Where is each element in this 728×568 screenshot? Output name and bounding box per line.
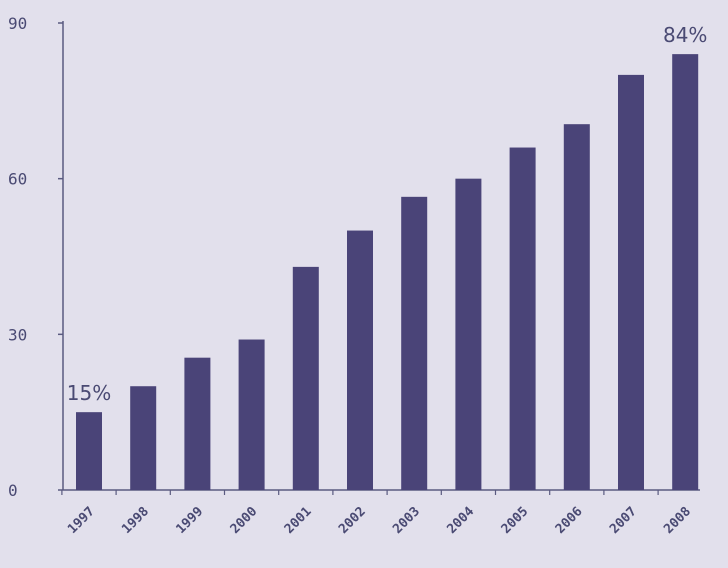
x-tick-label-1999: 1999	[173, 504, 206, 537]
bar-2002	[347, 230, 373, 491]
bar-2008	[672, 54, 699, 491]
x-tick-label-1997: 1997	[65, 504, 98, 537]
data-label-2008: 84%	[663, 23, 707, 47]
y-tick-label: 90	[8, 14, 27, 33]
x-tick-label-2008: 2008	[661, 504, 694, 537]
y-tick-label: 60	[8, 170, 27, 189]
data-label-1997: 15%	[67, 381, 111, 405]
bar-2000	[238, 339, 265, 490]
bar-2001	[292, 266, 319, 490]
bar-2007	[618, 74, 644, 490]
bar-2004	[455, 178, 482, 490]
bar-2003	[401, 196, 428, 491]
bar-1997	[76, 412, 102, 490]
y-tick-label: 0	[8, 481, 18, 500]
x-tick-label-2004: 2004	[444, 504, 477, 537]
x-tick-label-2007: 2007	[607, 504, 640, 537]
x-tick-label-2003: 2003	[390, 504, 423, 537]
bar-2005	[509, 147, 536, 491]
x-axis-ticks: 1997 1998 1999 2000 2001 2002 2003 2004 2005 2006…	[61, 490, 694, 537]
x-tick-label-2006: 2006	[553, 504, 586, 537]
bar-1999	[184, 357, 211, 490]
x-tick-label-1998: 1998	[119, 504, 152, 537]
x-tick-label-2000: 2000	[228, 504, 261, 537]
x-tick-label-2001: 2001	[282, 504, 315, 537]
y-tick-label: 30	[8, 325, 27, 344]
x-tick-label-2002: 2002	[336, 504, 369, 537]
bar-2006	[563, 124, 590, 490]
x-tick-label-2005: 2005	[499, 504, 532, 537]
y-axis-ticks: 0 30 60 90	[8, 14, 63, 500]
bar-1998	[130, 386, 157, 490]
bars-group	[76, 54, 699, 491]
data-labels-group: 15% 84%	[67, 23, 708, 405]
